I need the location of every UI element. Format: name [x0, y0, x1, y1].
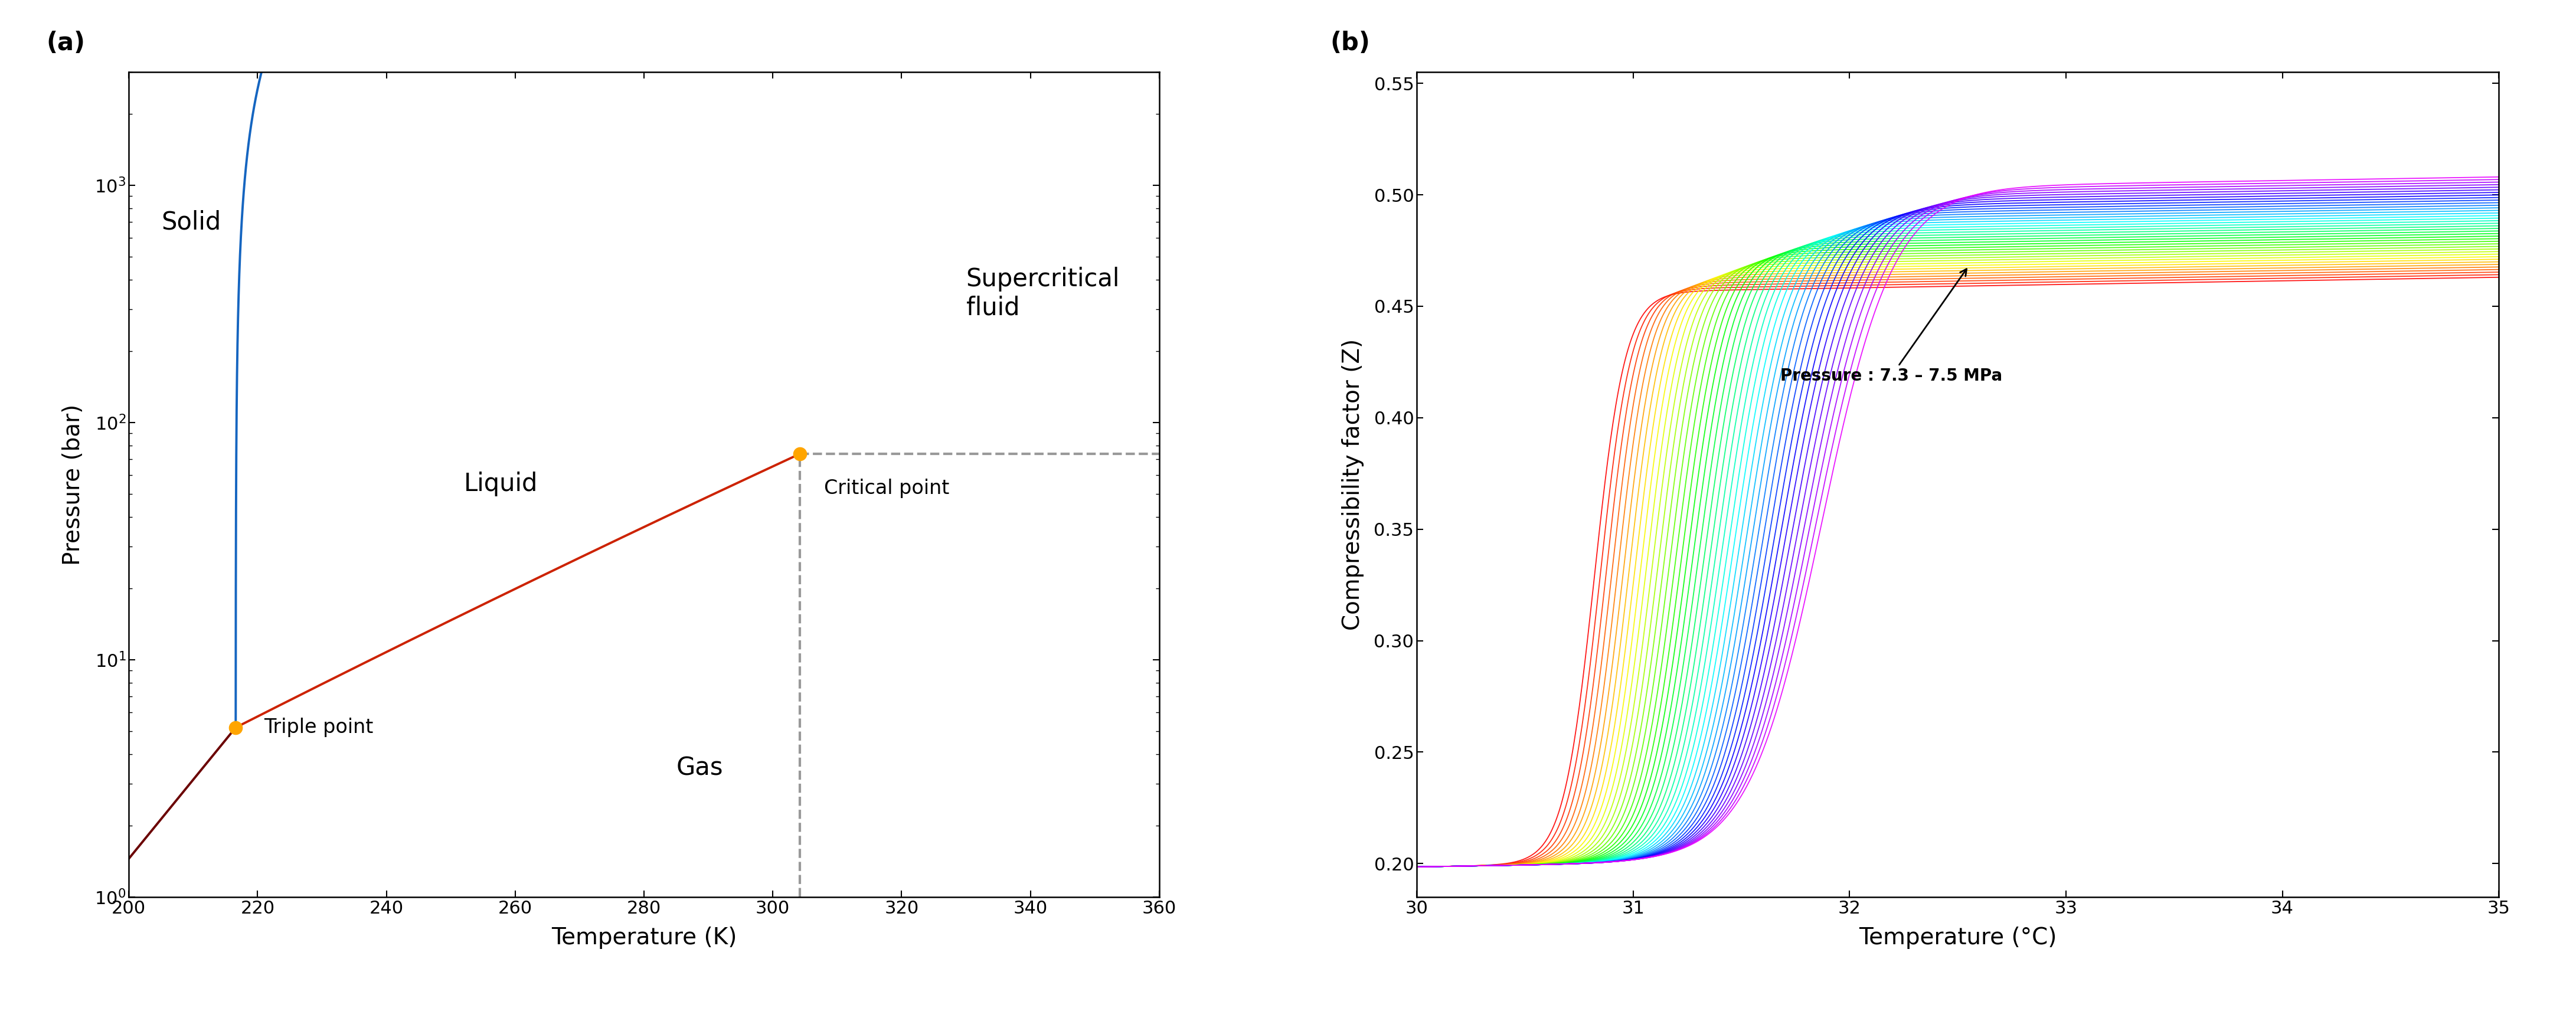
Y-axis label: Pressure (bar): Pressure (bar)	[62, 404, 85, 565]
X-axis label: Temperature (K): Temperature (K)	[551, 927, 737, 950]
Text: Triple point: Triple point	[265, 718, 374, 737]
Text: Liquid: Liquid	[464, 472, 538, 497]
Text: (b): (b)	[1329, 31, 1370, 56]
Y-axis label: Compressibility factor (Z): Compressibility factor (Z)	[1342, 339, 1365, 630]
Text: Supercritical
fluid: Supercritical fluid	[966, 267, 1121, 321]
Text: Pressure : 7.3 – 7.5 MPa: Pressure : 7.3 – 7.5 MPa	[1780, 269, 2002, 385]
Text: (a): (a)	[46, 31, 85, 56]
Text: Gas: Gas	[675, 756, 724, 780]
X-axis label: Temperature (°C): Temperature (°C)	[1860, 927, 2056, 950]
Text: Solid: Solid	[162, 209, 222, 234]
Text: Critical point: Critical point	[824, 478, 951, 498]
